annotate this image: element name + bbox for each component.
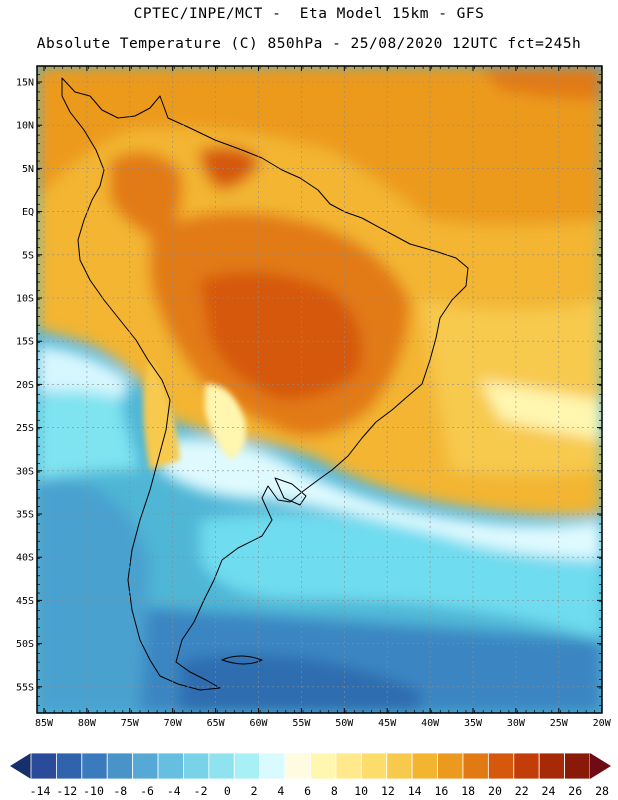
colorbar-cell — [157, 752, 184, 780]
axis-ticks — [36, 65, 603, 713]
colorbar-label: 16 — [434, 784, 448, 798]
colorbar-cell — [132, 752, 159, 780]
lat-label: 15N — [16, 78, 34, 89]
lon-label: 60W — [249, 718, 268, 729]
map-frame — [36, 65, 603, 714]
colorbar-label: -12 — [56, 784, 77, 798]
longitude-labels: 85W 80W 75W 70W 65W 60W 55W 50W 45W 40W 35W 30W 25W 2… — [35, 718, 612, 729]
latitude-labels: 15N 10N 5N EQ 5S 10S 15S 20S 25S 30S 35S 40S 45S 50S 5… — [16, 78, 34, 694]
colorbar-label: 22 — [515, 784, 529, 798]
colorbar-label: 26 — [568, 784, 582, 798]
colorbar-label: 4 — [277, 784, 284, 798]
colorbar-low-arrow — [10, 753, 31, 779]
colorbar-label: 6 — [304, 784, 311, 798]
colorbar-cell — [386, 752, 413, 780]
lon-label: 75W — [121, 718, 140, 729]
lon-label: 25W — [550, 718, 569, 729]
colorbar-cell — [284, 752, 311, 780]
colorbar-label: -2 — [194, 784, 208, 798]
lon-label: 70W — [164, 718, 183, 729]
lat-label: 55S — [16, 682, 34, 693]
lat-label: 10S — [16, 294, 34, 305]
colorbar-label: -8 — [113, 784, 127, 798]
colorbar-cells — [30, 752, 591, 780]
lon-label: 30W — [507, 718, 526, 729]
map-title-line2: Absolute Temperature (C) 850hPa - 25/08/… — [36, 36, 582, 52]
colorbar-cell — [564, 752, 591, 780]
colorbar-label: 20 — [488, 784, 502, 798]
colorbar-cell — [487, 752, 515, 780]
temperature-field — [37, 66, 602, 713]
colorbar-cell — [30, 752, 57, 780]
lat-label: 40S — [16, 553, 34, 564]
colorbar-cell — [310, 752, 337, 780]
colorbar-cell — [462, 752, 489, 780]
colorbar-cell — [259, 752, 286, 780]
lon-label: 55W — [292, 718, 311, 729]
colorbar-cell — [360, 752, 388, 780]
coastline — [61, 77, 469, 691]
lon-label: 35W — [464, 718, 483, 729]
lat-label: 10N — [16, 121, 34, 132]
colorbar-cell — [183, 752, 210, 780]
lat-label: 35S — [16, 510, 34, 521]
colorbar-cell — [335, 752, 362, 780]
colorbar-label: -10 — [83, 784, 104, 798]
colorbar-label: 18 — [461, 784, 475, 798]
map-title-line1: CPTEC/INPE/MCT - Eta Model 15km - GFS — [133, 6, 485, 22]
lon-label: 80W — [78, 718, 97, 729]
colorbar-labels: -14 -12 -10 -8 -6 -4 -2 0 2 4 6 8 10 12 14 16 18 20 22 24 26… — [30, 784, 609, 798]
lat-label: 5S — [22, 250, 34, 261]
colorbar-label: 10 — [354, 784, 368, 798]
lat-label: 30S — [16, 466, 34, 477]
colorbar-label: -14 — [30, 784, 51, 798]
lon-label: 50W — [335, 718, 354, 729]
lon-label: 40W — [421, 718, 440, 729]
colorbar-label: 2 — [251, 784, 258, 798]
colorbar-label: 0 — [224, 784, 231, 798]
lat-label: 25S — [16, 423, 34, 434]
colorbar: -14 -12 -10 -8 -6 -4 -2 0 2 4 6 8 10 12 14 16 18 20 22 24 26… — [10, 752, 611, 798]
colorbar-label: 14 — [408, 784, 422, 798]
map-grid — [37, 66, 603, 713]
colorbar-cell — [208, 752, 235, 780]
colorbar-cell — [106, 752, 134, 780]
lon-label: 65W — [207, 718, 226, 729]
lat-label: 45S — [16, 596, 34, 607]
colorbar-cell — [56, 752, 83, 780]
colorbar-label: -6 — [140, 784, 154, 798]
lon-label: 85W — [35, 718, 54, 729]
lat-label: 15S — [16, 337, 34, 348]
lat-label: 50S — [16, 639, 34, 650]
lat-label: EQ — [22, 207, 34, 218]
colorbar-high-arrow — [590, 753, 611, 779]
colorbar-cell — [513, 752, 540, 780]
lat-label: 5N — [22, 164, 34, 175]
colorbar-label: 28 — [595, 784, 609, 798]
colorbar-cell — [81, 752, 108, 780]
colorbar-label: 8 — [331, 784, 338, 798]
colorbar-cell — [411, 752, 438, 780]
colorbar-cell — [233, 752, 261, 780]
lon-label: 20W — [593, 718, 612, 729]
lon-label: 45W — [378, 718, 397, 729]
lat-label: 20S — [16, 380, 34, 391]
colorbar-cell — [437, 752, 464, 780]
colorbar-cell — [538, 752, 565, 780]
colorbar-label: 12 — [381, 784, 395, 798]
colorbar-label: 24 — [542, 784, 556, 798]
colorbar-label: -4 — [167, 784, 181, 798]
